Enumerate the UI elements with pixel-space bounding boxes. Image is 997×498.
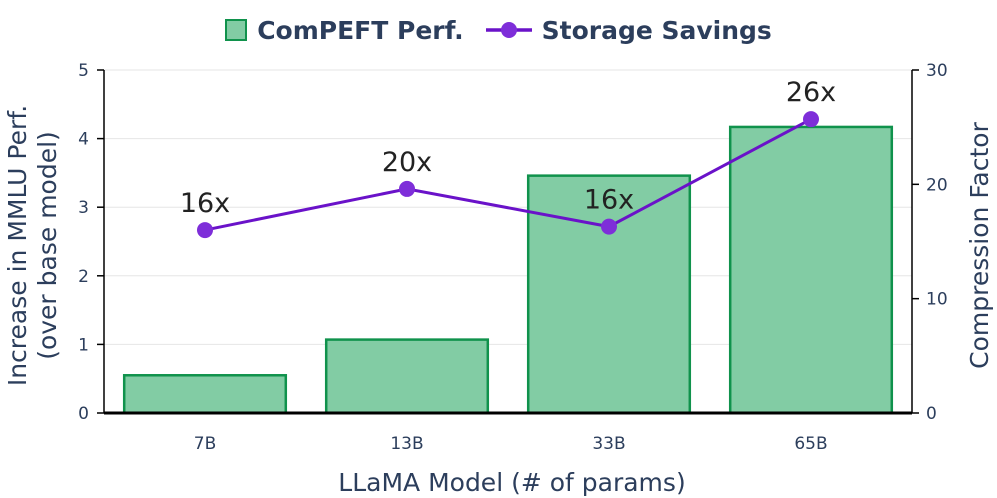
x-tick-label: 13B <box>390 434 423 454</box>
bar <box>122 374 288 415</box>
line-point <box>197 222 213 239</box>
y-tick-label: 3 <box>78 198 89 218</box>
line-point <box>601 218 617 235</box>
y-axis-title-line: Increase in MMLU Perf. <box>3 105 32 386</box>
x-axis-title: LLaMA Model (# of params) <box>338 468 685 497</box>
data-label: 16x <box>584 185 634 216</box>
line-point <box>399 180 415 197</box>
data-label: 20x <box>382 147 432 178</box>
y-tick-label: 4 <box>78 130 89 150</box>
line-point <box>803 111 819 128</box>
bar <box>728 125 894 415</box>
legend-label-line: Storage Savings <box>541 15 772 45</box>
y-axis-title-line: (over base model) <box>33 131 62 360</box>
legend-line-swatch <box>485 22 532 38</box>
bar <box>324 338 490 415</box>
legend-item-line: Storage Savings <box>485 15 772 45</box>
y2-axis-title: Compression Factor <box>965 121 994 368</box>
y2-tick-label: 0 <box>926 404 937 424</box>
y2-tick-label: 20 <box>926 175 948 195</box>
y-tick-label: 0 <box>78 404 89 424</box>
y-axis-title: Increase in MMLU Perf.(over base model) <box>3 105 62 386</box>
data-label: 26x <box>786 77 836 108</box>
legend: ComPEFT Perf. Storage Savings <box>0 12 997 48</box>
x-tick-label: 33B <box>592 434 625 454</box>
line-series <box>204 117 812 232</box>
y-tick-label: 1 <box>78 335 89 355</box>
x-tick-label: 7B <box>194 434 216 454</box>
y2-tick-label: 10 <box>926 290 948 310</box>
y-tick-label: 2 <box>78 267 89 287</box>
x-tick-label: 65B <box>794 434 827 454</box>
legend-label-bars: ComPEFT Perf. <box>257 15 464 45</box>
legend-item-bars: ComPEFT Perf. <box>225 15 464 45</box>
y-tick-label: 5 <box>78 61 89 81</box>
y2-tick-label: 30 <box>926 61 948 81</box>
data-label: 16x <box>180 188 230 219</box>
legend-bar-swatch <box>225 19 248 41</box>
